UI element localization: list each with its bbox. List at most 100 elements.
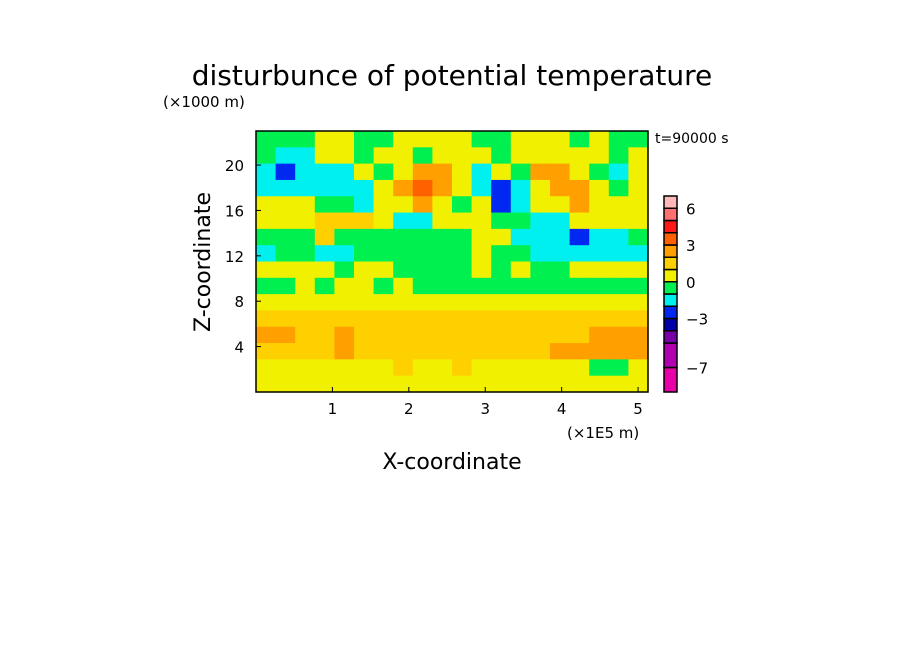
contour-cell bbox=[491, 179, 512, 197]
contour-cell bbox=[275, 310, 296, 328]
contour-cell bbox=[393, 294, 414, 312]
contour-cell bbox=[569, 147, 590, 165]
contour-cell bbox=[334, 294, 355, 312]
x-tick-label: 4 bbox=[557, 400, 567, 418]
contour-cell bbox=[510, 179, 531, 197]
contour-cell bbox=[275, 196, 296, 214]
contour-cell bbox=[491, 359, 512, 377]
contour-cell bbox=[530, 343, 551, 360]
contour-cell bbox=[334, 343, 355, 360]
contour-cell bbox=[275, 131, 296, 148]
contour-cell bbox=[295, 179, 316, 197]
contour-cell bbox=[314, 310, 335, 328]
contour-cell bbox=[550, 261, 571, 279]
contour-cell bbox=[550, 375, 571, 393]
contour-cell bbox=[589, 310, 610, 328]
contour-cell bbox=[256, 359, 277, 377]
colorbar-swatch bbox=[663, 342, 678, 369]
x-tick-label: 3 bbox=[480, 400, 490, 418]
contour-cell bbox=[608, 294, 629, 312]
contour-cell bbox=[373, 294, 394, 312]
contour-cell bbox=[373, 147, 394, 165]
plot-frame bbox=[255, 130, 649, 393]
colorbar-swatch bbox=[663, 293, 678, 307]
chart-title: disturbunce of potential temperature bbox=[192, 59, 713, 92]
contour-cell bbox=[314, 261, 335, 279]
contour-cell bbox=[628, 212, 649, 230]
contour-cell bbox=[530, 212, 551, 230]
contour-cell bbox=[589, 228, 610, 246]
contour-cell bbox=[334, 277, 355, 295]
contour-cell bbox=[373, 261, 394, 279]
contour-cell bbox=[569, 196, 590, 214]
contour-cell bbox=[295, 359, 316, 377]
contour-cell bbox=[295, 261, 316, 279]
colorbar-swatch bbox=[663, 330, 678, 344]
contour-cell bbox=[334, 310, 355, 328]
contour-cell bbox=[275, 212, 296, 230]
contour-cell bbox=[432, 277, 453, 295]
contour-cell bbox=[510, 326, 531, 344]
contour-cell bbox=[373, 375, 394, 393]
contour-cell bbox=[373, 277, 394, 295]
contour-cell bbox=[452, 294, 473, 312]
contour-cell bbox=[373, 326, 394, 344]
contour-cell bbox=[393, 131, 414, 148]
contour-cell bbox=[510, 245, 531, 263]
contour-cell bbox=[471, 163, 492, 181]
contour-cell bbox=[412, 212, 433, 230]
contour-cell bbox=[256, 163, 277, 181]
contour-cell bbox=[334, 147, 355, 165]
contour-cell bbox=[373, 343, 394, 360]
contour-cell bbox=[432, 163, 453, 181]
contour-cell bbox=[608, 212, 629, 230]
contour-cell bbox=[608, 131, 629, 148]
contour-cell bbox=[589, 179, 610, 197]
contour-cell bbox=[550, 131, 571, 148]
contour-cell bbox=[412, 310, 433, 328]
contour-cell bbox=[354, 261, 375, 279]
contour-cell bbox=[569, 245, 590, 263]
contour-cell bbox=[550, 179, 571, 197]
contour-cell bbox=[393, 261, 414, 279]
colorbar-tick-label: −7 bbox=[686, 360, 708, 378]
contour-cell bbox=[628, 310, 649, 328]
contour-cell bbox=[491, 196, 512, 214]
contour-cell bbox=[628, 277, 649, 295]
contour-cell bbox=[589, 359, 610, 377]
contour-cell bbox=[432, 245, 453, 263]
contour-cell bbox=[314, 245, 335, 263]
contour-cell bbox=[275, 179, 296, 197]
contour-cell bbox=[432, 326, 453, 344]
contour-cell bbox=[471, 147, 492, 165]
contour-cell bbox=[510, 375, 531, 393]
contour-cell bbox=[295, 147, 316, 165]
contour-cell bbox=[354, 245, 375, 263]
contour-cell bbox=[256, 294, 277, 312]
contour-cell bbox=[628, 179, 649, 197]
contour-cell bbox=[373, 131, 394, 148]
contour-cell bbox=[589, 245, 610, 263]
contour-cell bbox=[550, 294, 571, 312]
contour-cell bbox=[452, 326, 473, 344]
contour-cell bbox=[275, 343, 296, 360]
contour-cell bbox=[589, 261, 610, 279]
contour-cell bbox=[550, 163, 571, 181]
contour-cell bbox=[314, 343, 335, 360]
contour-cell bbox=[452, 245, 473, 263]
contour-cell bbox=[256, 326, 277, 344]
x-axis-ticks: 1 2 3 4 5 bbox=[328, 387, 643, 418]
contour-cell bbox=[452, 261, 473, 279]
y-unit-label: (×1000 m) bbox=[163, 93, 245, 111]
contour-cell bbox=[412, 261, 433, 279]
contour-cell bbox=[628, 147, 649, 165]
x-axis-label: X-coordinate bbox=[382, 450, 521, 475]
contour-field bbox=[256, 131, 649, 393]
contour-cell bbox=[471, 212, 492, 230]
contour-cell bbox=[550, 277, 571, 295]
contour-cell bbox=[432, 228, 453, 246]
contour-cell bbox=[628, 294, 649, 312]
contour-cell bbox=[334, 163, 355, 181]
contour-cell bbox=[393, 245, 414, 263]
contour-cell bbox=[589, 131, 610, 148]
